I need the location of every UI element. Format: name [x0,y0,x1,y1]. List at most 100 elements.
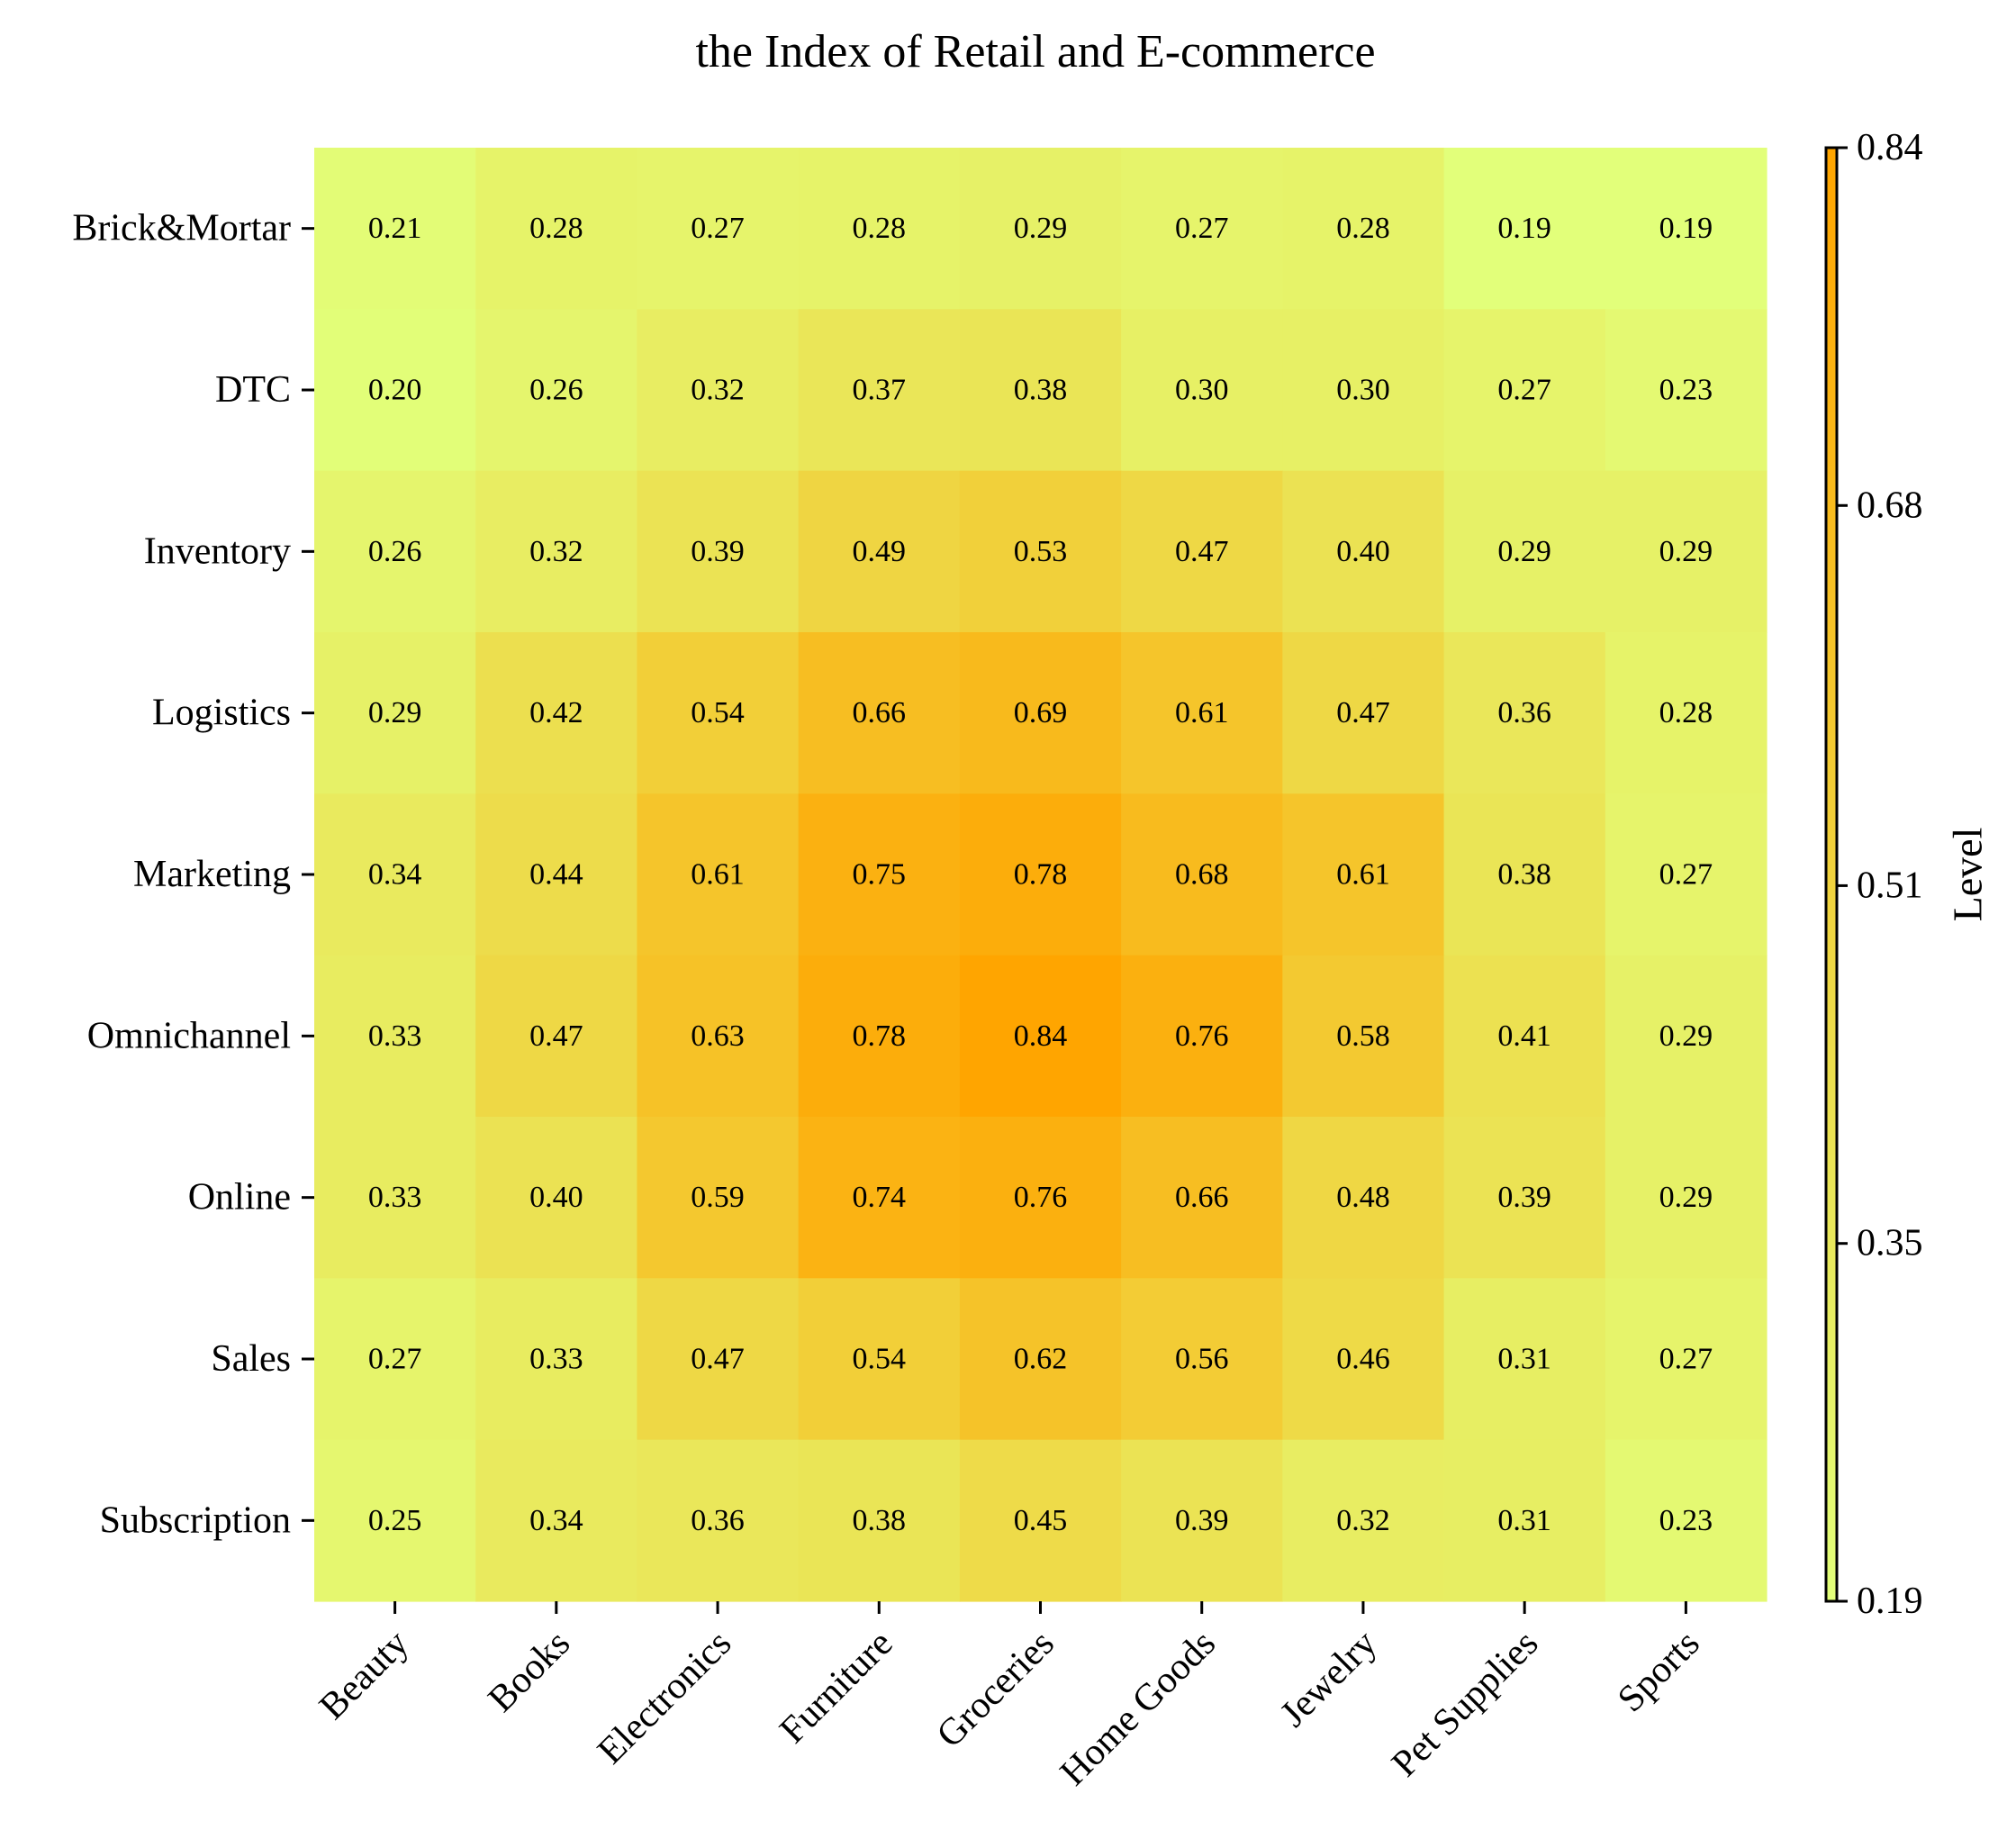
cell-value-label: 0.28 [529,212,583,245]
cell-value-label: 0.39 [1497,1181,1551,1214]
cell-value-label: 0.27 [691,212,745,245]
cell-value-label: 0.76 [1014,1181,1068,1214]
heatmap-cell [959,632,1122,794]
heatmap-cell [637,793,800,956]
colorbar-tick-label: 0.51 [1857,865,1923,906]
cell-value-label: 0.69 [1014,696,1068,729]
heatmap-cell [1282,470,1445,633]
cell-value-label: 0.66 [1175,1181,1229,1214]
cell-value-label: 0.29 [1014,212,1068,245]
heatmap-cell [475,1117,638,1279]
heatmap-cell [475,632,638,794]
cell-value-label: 0.46 [1336,1343,1390,1376]
cell-value-label: 0.76 [1175,1019,1229,1053]
cell-value-label: 0.45 [1014,1504,1068,1537]
heatmap-cell [637,1278,800,1441]
cell-value-label: 0.39 [1175,1504,1229,1537]
cell-value-label: 0.25 [368,1504,422,1537]
cell-value-label: 0.27 [1659,858,1713,892]
cell-value-label: 0.40 [1336,535,1390,568]
heatmap-cell [1282,309,1445,472]
heatmap-cell [637,470,800,633]
heatmap-cell [1121,955,1283,1118]
heatmap-cell [637,309,800,472]
cell-value-label: 0.54 [853,1343,907,1376]
cell-value-label: 0.61 [691,858,745,892]
cell-value-label: 0.38 [853,1504,907,1537]
heatmap-cell [1282,955,1445,1118]
cell-value-label: 0.28 [1659,696,1713,729]
cell-value-label: 0.19 [1659,212,1713,245]
heatmap-cell [314,1278,476,1441]
cell-value-label: 0.38 [1014,374,1068,407]
heatmap-cell [798,1439,961,1602]
heatmap-cell [637,632,800,794]
heatmap-cell [1282,632,1445,794]
colorbar-label: Level [1945,828,1991,922]
heatmap-cell [959,470,1122,633]
heatmap-cell [1605,148,1767,310]
cell-value-label: 0.61 [1336,858,1390,892]
cell-value-label: 0.39 [691,535,745,568]
colorbar: 0.19 0.35 0.51 0.68 0.84 Level [1824,127,1991,1622]
cell-value-label: 0.30 [1336,374,1390,407]
cell-value-label: 0.27 [1659,1343,1713,1376]
cell-value-label: 0.58 [1336,1019,1390,1053]
cell-value-label: 0.33 [368,1019,422,1053]
cell-value-label: 0.32 [691,374,745,407]
heatmap-cell [314,955,476,1118]
heatmap-cell [1282,148,1445,310]
heatmap-cell [959,793,1122,956]
cell-value-label: 0.47 [1175,535,1229,568]
colorbar-tick-label: 0.19 [1857,1581,1923,1622]
heatmap-cell [798,793,961,956]
cell-value-label: 0.28 [853,212,907,245]
cell-value-label: 0.20 [368,374,422,407]
cell-value-label: 0.27 [368,1343,422,1376]
colorbar-tick-label: 0.35 [1857,1223,1923,1264]
heatmap-cell [1282,793,1445,956]
heatmap-cell [475,955,638,1118]
heatmap-cell [637,148,800,310]
heatmap-cell [1605,1117,1767,1279]
colorbar-tick-label: 0.68 [1857,485,1923,526]
heatmap-cell [475,793,638,956]
heatmap-cell [798,632,961,794]
row-label: Logistics [152,693,291,734]
cell-value-label: 0.78 [1014,858,1068,892]
cell-value-label: 0.42 [529,696,583,729]
heatmap-cell [959,148,1122,310]
heatmap-cell [1443,470,1606,633]
heatmap-cell [1282,1117,1445,1279]
heatmap-cell [959,309,1122,472]
cell-value-label: 0.30 [1175,374,1229,407]
cell-value-label: 0.41 [1497,1019,1551,1053]
cell-value-label: 0.19 [1497,212,1551,245]
cell-value-label: 0.29 [1497,535,1551,568]
heatmap-cell [1121,632,1283,794]
cell-value-label: 0.40 [529,1181,583,1214]
cell-value-label: 0.26 [529,374,583,407]
heatmap-cell [1443,955,1606,1118]
heatmap-cell [959,1278,1122,1441]
heatmap-cell [798,309,961,472]
cell-value-label: 0.27 [1175,212,1229,245]
cell-value-label: 0.66 [853,696,907,729]
heatmap-cell [1443,1117,1606,1279]
heatmap-cell [475,470,638,633]
heatmap-cell [1121,1439,1283,1602]
cell-value-label: 0.38 [1497,858,1551,892]
cell-value-label: 0.31 [1497,1343,1551,1376]
cell-value-label: 0.78 [853,1019,907,1053]
heatmap-cell [314,793,476,956]
row-label: Sales [211,1338,291,1380]
heatmap-cell [475,309,638,472]
cell-value-label: 0.47 [529,1019,583,1053]
cell-value-label: 0.37 [853,374,907,407]
cell-value-label: 0.56 [1175,1343,1229,1376]
heatmap-cell [1605,1439,1767,1602]
heatmap-cell [1443,309,1606,472]
heatmap-cell [1121,1278,1283,1441]
heatmap-cell [1605,632,1767,794]
